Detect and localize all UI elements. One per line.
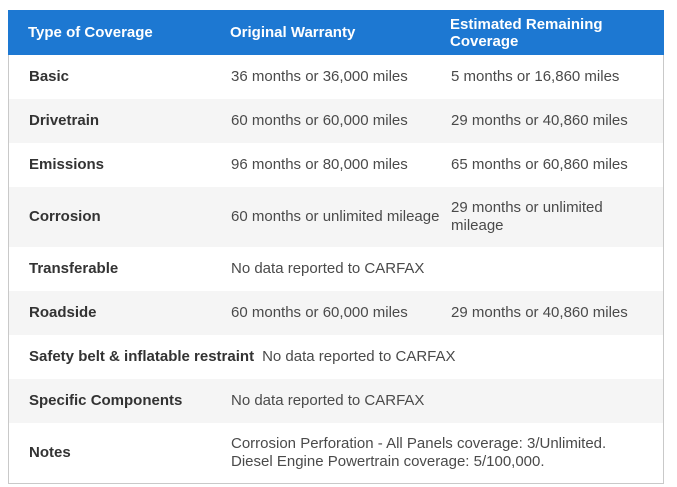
remaining-coverage-cell: [482, 345, 663, 369]
coverage-type-cell: Roadside: [29, 304, 97, 321]
coverage-type-cell: Drivetrain: [29, 112, 100, 129]
table-row-drivetrain: Drivetrain 60 months or 60,000 miles 29 …: [9, 99, 663, 143]
column-header-estimated-remaining-coverage: Estimated Remaining Coverage: [450, 15, 603, 50]
table-row-roadside: Roadside 60 months or 60,000 miles 29 mo…: [9, 291, 663, 335]
remaining-coverage-cell: 29 months or unlimited mileage: [451, 199, 603, 234]
column-header-original-warranty: Original Warranty: [230, 24, 356, 41]
table-row-basic: Basic 36 months or 36,000 miles 5 months…: [9, 55, 663, 99]
original-warranty-cell: 96 months or 80,000 miles: [231, 156, 408, 173]
remaining-coverage-cell: [451, 257, 663, 281]
coverage-type-cell: Notes: [29, 444, 71, 461]
table-row-corrosion: Corrosion 60 months or unlimited mileage…: [9, 187, 663, 247]
column-header-type-of-coverage: Type of Coverage: [28, 24, 153, 41]
original-warranty-cell: No data reported to CARFAX: [231, 260, 425, 277]
table-row-transferable: Transferable No data reported to CARFAX: [9, 247, 663, 291]
notes-text: Corrosion Perforation - All Panels cover…: [231, 435, 607, 470]
remaining-coverage-cell: 29 months or 40,860 miles: [451, 112, 628, 129]
remaining-coverage-cell: 65 months or 60,860 miles: [451, 156, 628, 173]
coverage-type-cell: Corrosion: [29, 208, 101, 225]
table-header-row: Type of Coverage Original Warranty Estim…: [8, 10, 664, 55]
table-row-notes: Notes Corrosion Perforation - All Panels…: [9, 423, 663, 483]
remaining-coverage-cell: 5 months or 16,860 miles: [451, 68, 620, 85]
table-row-specific-components: Specific Components No data reported to …: [9, 379, 663, 423]
original-warranty-cell: 60 months or 60,000 miles: [231, 304, 408, 321]
original-warranty-cell: 60 months or 60,000 miles: [231, 112, 408, 129]
original-warranty-cell: 36 months or 36,000 miles: [231, 68, 408, 85]
table-row-safety-belt: Safety belt & inflatable restraint No da…: [9, 335, 663, 379]
coverage-type-cell: Safety belt & inflatable restraint: [29, 348, 255, 365]
coverage-type-cell: Basic: [29, 68, 70, 85]
original-warranty-cell: No data reported to CARFAX: [231, 392, 425, 409]
remaining-coverage-cell: [451, 389, 663, 413]
coverage-type-cell: Specific Components: [29, 392, 183, 409]
table-body: Basic 36 months or 36,000 miles 5 months…: [8, 55, 664, 484]
coverage-type-cell: Transferable: [29, 260, 119, 277]
warranty-coverage-table: Type of Coverage Original Warranty Estim…: [8, 10, 664, 484]
table-row-emissions: Emissions 96 months or 80,000 miles 65 m…: [9, 143, 663, 187]
coverage-type-cell: Emissions: [29, 156, 105, 173]
original-warranty-cell: 60 months or unlimited mileage: [231, 208, 440, 225]
remaining-coverage-cell: 29 months or 40,860 miles: [451, 304, 628, 321]
original-warranty-cell: No data reported to CARFAX: [262, 348, 456, 365]
